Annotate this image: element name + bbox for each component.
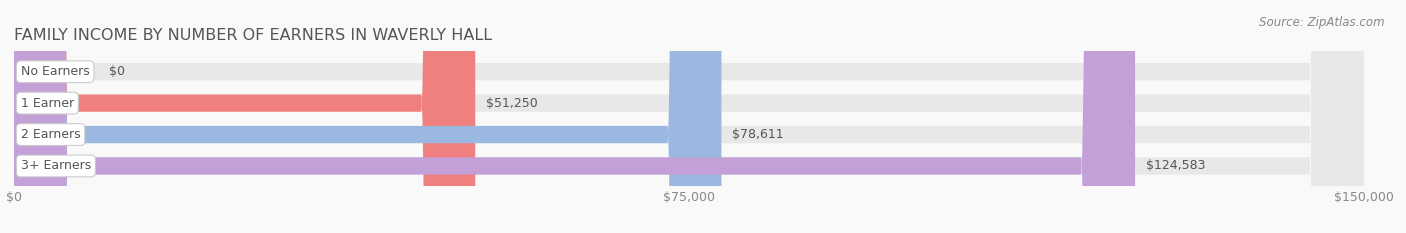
Text: FAMILY INCOME BY NUMBER OF EARNERS IN WAVERLY HALL: FAMILY INCOME BY NUMBER OF EARNERS IN WA… — [14, 28, 492, 43]
Text: $78,611: $78,611 — [733, 128, 785, 141]
FancyBboxPatch shape — [14, 0, 1364, 233]
FancyBboxPatch shape — [14, 0, 1364, 233]
FancyBboxPatch shape — [14, 0, 1135, 233]
Text: 2 Earners: 2 Earners — [21, 128, 80, 141]
Text: 3+ Earners: 3+ Earners — [21, 159, 91, 172]
Text: Source: ZipAtlas.com: Source: ZipAtlas.com — [1260, 16, 1385, 29]
FancyBboxPatch shape — [14, 0, 1364, 233]
Text: No Earners: No Earners — [21, 65, 90, 78]
FancyBboxPatch shape — [14, 0, 1364, 233]
Text: $51,250: $51,250 — [486, 97, 537, 110]
Text: $0: $0 — [108, 65, 125, 78]
FancyBboxPatch shape — [14, 0, 475, 233]
Text: 1 Earner: 1 Earner — [21, 97, 75, 110]
FancyBboxPatch shape — [14, 0, 721, 233]
Text: $124,583: $124,583 — [1146, 159, 1205, 172]
